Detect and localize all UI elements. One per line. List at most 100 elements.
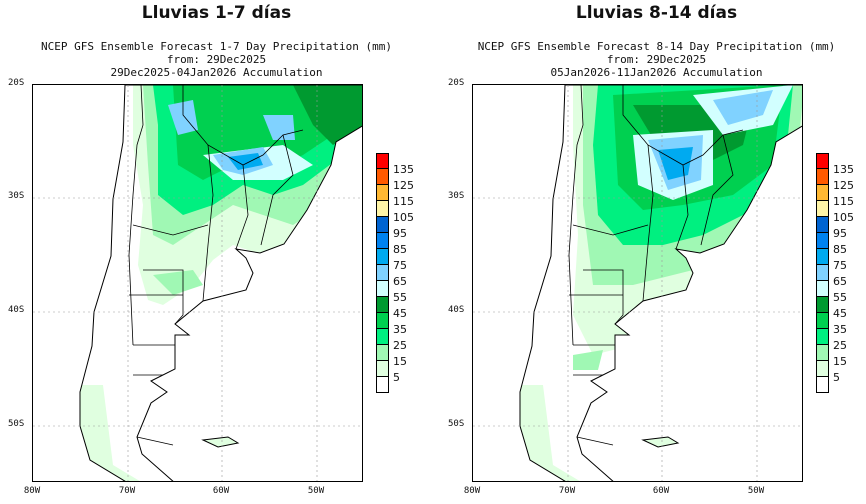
precip-area [573,350,603,370]
precip-area [293,85,362,145]
precip-area [228,153,263,170]
legend-swatch [376,249,389,265]
legend-label: 85 [393,243,407,256]
legend-swatch [376,329,389,345]
legend-swatch [376,313,389,329]
accumulation-period: 05Jan2026-11Jan2026 Accumulation [550,66,763,79]
lon-tick-label: 60W [212,486,230,496]
legend-label: 25 [393,339,407,352]
precip-area [713,90,773,125]
legend-swatch [376,361,389,377]
coastline [79,85,362,481]
legend-swatch [376,281,389,297]
province-border [583,269,624,325]
legend-swatch [376,233,389,249]
legend-swatch [816,281,829,297]
color-legend: 135 125 115 105 95 85 75 65 55 45 35 25 15 5 [816,153,854,393]
legend-swatch [376,153,389,169]
legend-label: 75 [833,259,847,272]
legend-swatch [816,361,829,377]
chart-title: NCEP GFS Ensemble Forecast 1-7 Day Preci… [41,40,392,53]
legend-label: 55 [833,291,847,304]
legend-swatch [816,185,829,201]
legend-swatch [816,345,829,361]
legend-label: 45 [393,307,407,320]
province-border [568,85,584,346]
legend-label: 65 [393,275,407,288]
legend-swatch [376,185,389,201]
lon-tick-label: 50W [747,486,765,496]
lon-tick-label: 80W [463,486,481,496]
legend-label: 35 [833,323,847,336]
lon-tick-label: 70W [558,486,576,496]
lat-tick-label: 40S [8,305,25,315]
legend-swatch [376,217,389,233]
lat-tick-label: 50S [8,419,25,429]
legend-label: 125 [833,179,854,192]
forecast-date: from: 29Dec2025 [166,53,267,66]
legend-swatch [376,297,389,313]
legend-label: 135 [833,163,854,176]
lat-tick-label: 40S [448,305,465,315]
province-border [260,134,294,246]
legend-swatch [376,377,389,393]
legend-label: 25 [833,339,847,352]
panel-8-14-days: Lluvias 8-14 días NCEP GFS Ensemble Fore… [440,0,866,504]
precip-area [153,270,203,295]
lon-tick-label: 70W [118,486,136,496]
province-border [235,164,249,250]
legend-label: 105 [393,211,414,224]
island [641,436,680,448]
lon-tick-label: 80W [23,486,41,496]
lat-tick-label: 50S [448,419,465,429]
precip-area [168,100,198,135]
precipitation-map [32,84,363,482]
legend-swatch [816,233,829,249]
legend-label: 135 [393,163,414,176]
province-border [132,224,209,236]
province-border [202,144,214,302]
legend-label: 95 [393,227,407,240]
legend-swatch [376,169,389,185]
province-border [700,134,734,246]
legend-label: 55 [393,291,407,304]
legend-swatch [816,201,829,217]
legend-label: 15 [393,355,407,368]
legend-label: 125 [393,179,414,192]
legend-label: 35 [393,323,407,336]
province-border [136,436,174,446]
legend-label: 115 [833,195,854,208]
legend-swatch [376,265,389,281]
province-border [572,224,649,236]
legend-swatch [816,153,829,169]
lon-tick-label: 60W [652,486,670,496]
lat-tick-label: 20S [8,78,25,88]
legend-label: 5 [393,371,400,384]
legend-label: 15 [833,355,847,368]
legend-swatch [376,345,389,361]
legend-swatch [816,265,829,281]
panel-title: Lluvias 8-14 días [575,3,738,23]
legend-swatch [816,377,829,393]
legend-swatch [376,201,389,217]
precipitation-map [472,84,803,482]
panel-1-7-days: Lluvias 1-7 días NCEP GFS Ensemble Forec… [8,3,414,496]
lat-tick-label: 30S [448,191,465,201]
province-border [576,436,614,446]
precip-area [658,147,693,180]
forecast-date: from: 29Dec2025 [606,53,707,66]
province-border [128,85,144,346]
color-legend: 135 125 115 105 95 85 75 65 55 45 35 25 15 5 [376,153,414,393]
island [201,436,240,448]
legend-swatch [816,329,829,345]
legend-label: 85 [833,243,847,256]
legend-swatch [816,217,829,233]
lon-tick-label: 50W [307,486,325,496]
coastline [519,85,802,481]
chart-title: NCEP GFS Ensemble Forecast 8-14 Day Prec… [477,40,836,53]
legend-label: 105 [833,211,854,224]
legend-label: 45 [833,307,847,320]
province-border [143,269,184,325]
legend-label: 65 [833,275,847,288]
accumulation-period: 29Dec2025-04Jan2026 Accumulation [110,66,323,79]
